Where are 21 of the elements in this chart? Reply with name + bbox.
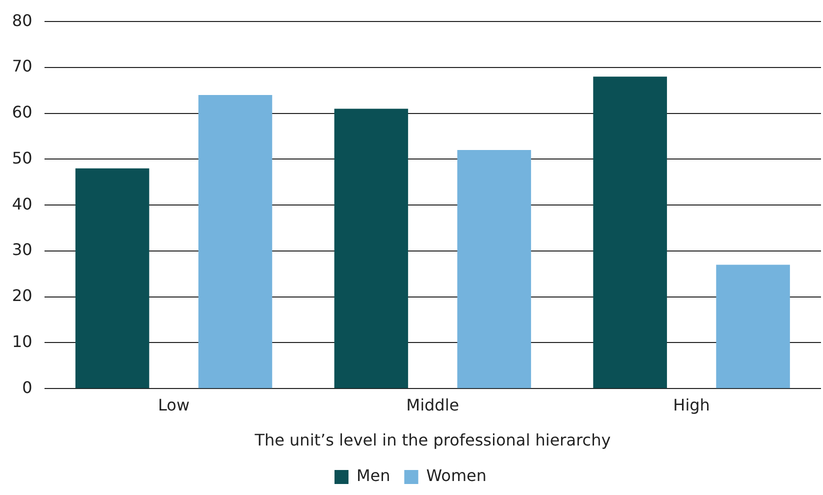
y-tick-label: 60 [12,102,32,122]
x-tick-label: High [673,395,710,414]
y-tick-label: 40 [12,194,32,214]
bar [75,168,150,388]
x-tick-label: Middle [406,395,460,414]
bar [457,150,532,388]
x-tick-label: Low [158,395,190,414]
legend-label: Women [426,466,487,486]
x-axis-title: The unit’s level in the professional hierarchy [254,430,611,450]
y-tick-label: 30 [12,240,32,260]
y-tick-label: 10 [12,332,32,351]
bar [334,108,408,388]
y-tick-label: 20 [12,286,32,306]
bar [716,264,790,388]
legend-label: Men [356,466,390,486]
bar [593,76,667,388]
y-tick-label: 70 [12,56,32,76]
y-tick-label: 0 [22,378,32,397]
bar [198,95,272,388]
y-tick-label: 80 [12,10,32,30]
y-tick-label: 50 [12,148,32,168]
